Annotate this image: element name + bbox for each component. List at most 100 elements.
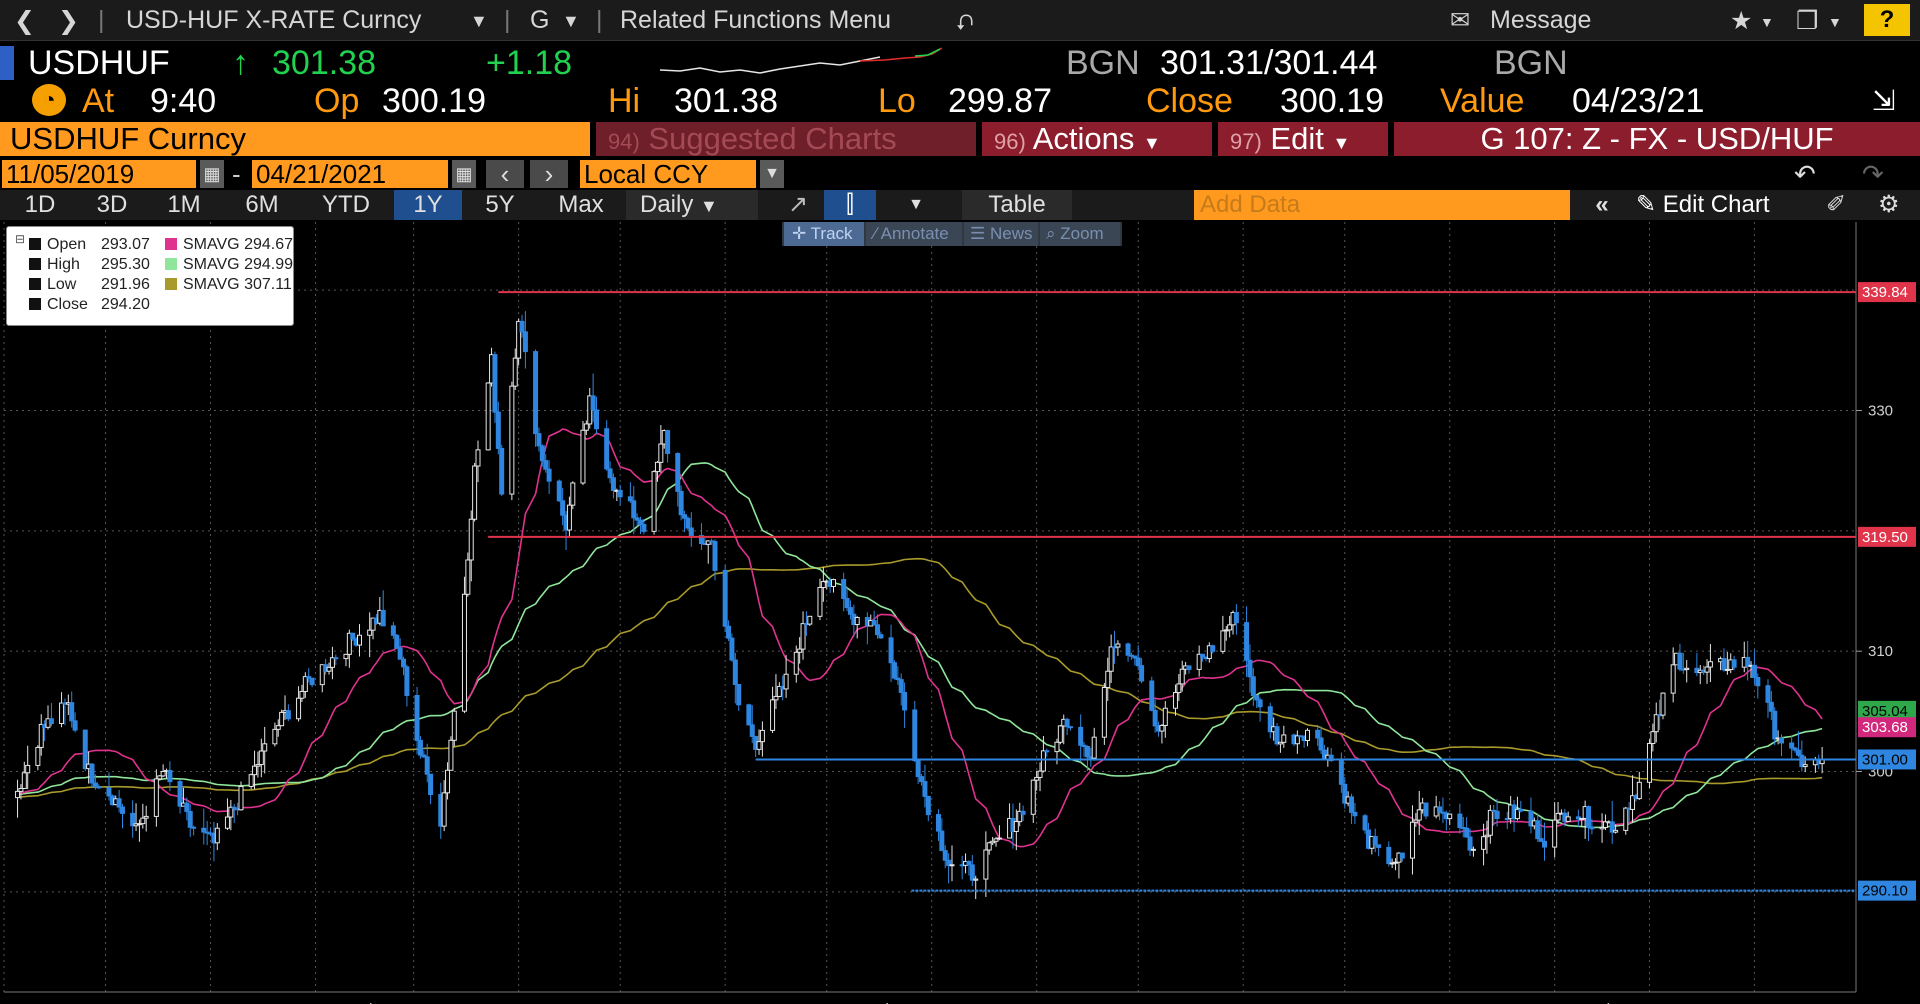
related-functions-menu[interactable]: Related Functions Menu xyxy=(620,6,891,34)
window-icon[interactable]: ❐ xyxy=(1796,7,1819,35)
close-swatch xyxy=(29,298,41,310)
double-chevron-down-icon[interactable]: ⮏ xyxy=(956,10,974,35)
end-date-field[interactable]: 04/21/2021 xyxy=(252,160,448,188)
candle-body xyxy=(996,837,1002,840)
candle-body xyxy=(1528,810,1534,827)
add-data-input[interactable]: Add Data xyxy=(1194,190,1570,220)
annotate-pen-icon[interactable]: ✐ xyxy=(1826,191,1847,218)
candle-body xyxy=(1413,819,1419,823)
candle-body xyxy=(675,452,681,492)
legend-close: Close xyxy=(29,295,88,315)
actions-dropdown-icon: ▼ xyxy=(1143,133,1161,153)
currency-dropdown-icon[interactable]: ▼ xyxy=(760,160,784,188)
timeframe-1m[interactable]: 1M xyxy=(167,191,201,218)
suggested-charts-button[interactable]: 94) Suggested Charts xyxy=(596,122,976,156)
timeframe-1y[interactable]: 1Y xyxy=(394,190,462,220)
timeframe-1d[interactable]: 1D xyxy=(24,191,56,218)
sma-long-label: SMAVG xyxy=(183,276,240,293)
message-button[interactable]: Message xyxy=(1490,6,1592,34)
settings-gear-icon[interactable]: ⚙ xyxy=(1878,191,1900,218)
candle-body xyxy=(1768,701,1774,712)
candle-body xyxy=(394,634,400,649)
candle-body xyxy=(641,524,647,532)
chart-toolbar: 1D 3D 1M 6M YTD 1Y 5Y Max Daily ▼ ↗ ⫿ ▼ … xyxy=(0,190,1920,220)
legend-low-label: Low xyxy=(47,276,77,293)
candle-body xyxy=(844,597,850,609)
actions-button[interactable]: 96) Actions ▼ xyxy=(982,122,1212,156)
candle-body xyxy=(424,756,430,775)
candle-body xyxy=(448,739,454,771)
candle-body xyxy=(1135,657,1141,667)
candle-body xyxy=(25,764,31,774)
candle-body xyxy=(1470,848,1476,851)
start-calendar-icon[interactable]: ▦ xyxy=(200,160,224,188)
candle-body xyxy=(1108,646,1114,672)
end-calendar-icon[interactable]: ▦ xyxy=(452,160,476,188)
start-date-field[interactable]: 11/05/2019 xyxy=(2,160,196,188)
selection-marker xyxy=(0,46,14,80)
help-button[interactable]: ? xyxy=(1864,4,1910,36)
chart-area[interactable]: 300310330NovDecJanFebMarAprMayJunJulAugS… xyxy=(0,222,1920,1004)
chart-id-title: G 107: Z - FX - USD/HUF xyxy=(1394,122,1920,156)
currency-select[interactable]: Local CCY xyxy=(580,160,756,188)
candle-body xyxy=(1342,783,1348,804)
redo-icon[interactable]: ↷ xyxy=(1862,159,1884,189)
timeframe-6m[interactable]: 6M xyxy=(245,191,279,218)
next-period-button[interactable]: › xyxy=(530,160,568,188)
legend-low: Low xyxy=(29,275,76,295)
candle-body xyxy=(841,579,847,599)
star-icon[interactable]: ★ xyxy=(1730,7,1753,35)
candle-body xyxy=(570,482,576,506)
back-arrow-icon[interactable]: ❮ xyxy=(14,7,35,35)
candle-body xyxy=(797,648,803,653)
candle-body xyxy=(1328,754,1334,762)
line-chart-icon[interactable]: ↗ xyxy=(787,191,809,218)
prev-period-button[interactable]: ‹ xyxy=(486,160,524,188)
legend-collapse-icon[interactable]: ⊟ xyxy=(15,232,26,246)
window-dropdown-icon[interactable]: ▼ xyxy=(1828,14,1842,30)
edit-chart-button[interactable]: ✎ Edit Chart xyxy=(1636,190,1770,220)
candle-body xyxy=(285,710,291,720)
envelope-icon[interactable]: ✉ xyxy=(1450,7,1471,34)
periodicity-label: Daily xyxy=(640,191,694,218)
forward-arrow-icon[interactable]: ❯ xyxy=(58,7,79,35)
timeframe-ytd[interactable]: YTD xyxy=(322,191,370,218)
security-dropdown[interactable]: USD-HUF X-RATE Curncy xyxy=(126,6,422,34)
chart-type-dropdown-icon[interactable]: ▼ xyxy=(908,196,924,213)
candlestick-icon[interactable]: ⫿ xyxy=(824,190,876,220)
timeframe-max[interactable]: Max xyxy=(558,191,604,218)
function-g-dropdown[interactable]: G xyxy=(530,6,550,34)
level-tag xyxy=(1858,880,1916,901)
periodicity-dropdown[interactable]: Daily ▼ xyxy=(626,190,758,220)
undo-icon[interactable]: ↶ xyxy=(1794,159,1816,189)
candle-body xyxy=(495,411,501,449)
g-dropdown-arrow-icon[interactable]: ▼ xyxy=(562,11,580,31)
candle-body xyxy=(302,676,308,693)
candle-body xyxy=(272,728,278,745)
annotate-tool[interactable]: ∕ Annotate xyxy=(866,222,962,246)
news-tool[interactable]: ☰ News xyxy=(964,222,1038,246)
zoom-tool[interactable]: ⌕ Zoom xyxy=(1040,222,1120,246)
price-chart[interactable]: 300310330NovDecJanFebMarAprMayJunJulAugS… xyxy=(0,222,1920,1004)
chart-legend[interactable]: ⊟ Open 293.07 High 295.30 Low 291.96 Clo… xyxy=(6,226,294,326)
timeframe-5y[interactable]: 5Y xyxy=(485,191,515,218)
candle-body xyxy=(306,676,312,679)
candle-body xyxy=(522,331,528,353)
gauge-icon[interactable]: ◔ xyxy=(32,84,66,116)
candle-body xyxy=(1707,661,1713,668)
export-icon[interactable]: ⇲ xyxy=(1872,85,1896,116)
security-field[interactable]: USDHUF Curncy xyxy=(0,122,590,156)
level-tag-label: 339.84 xyxy=(1862,284,1908,301)
edit-button[interactable]: 97) Edit ▼ xyxy=(1218,122,1388,156)
collapse-icon[interactable]: « xyxy=(1595,191,1609,218)
candle-body xyxy=(1352,811,1358,817)
timeframe-3d[interactable]: 3D xyxy=(96,191,128,218)
candle-body xyxy=(1030,779,1036,815)
table-button[interactable]: Table xyxy=(962,190,1072,220)
candle-body xyxy=(519,320,525,333)
open-value: 300.19 xyxy=(382,82,486,120)
star-dropdown-icon[interactable]: ▼ xyxy=(1760,14,1774,30)
security-dropdown-arrow-icon[interactable]: ▼ xyxy=(470,11,488,31)
candle-body xyxy=(201,827,207,833)
track-tool[interactable]: ✛ Track xyxy=(784,222,864,246)
